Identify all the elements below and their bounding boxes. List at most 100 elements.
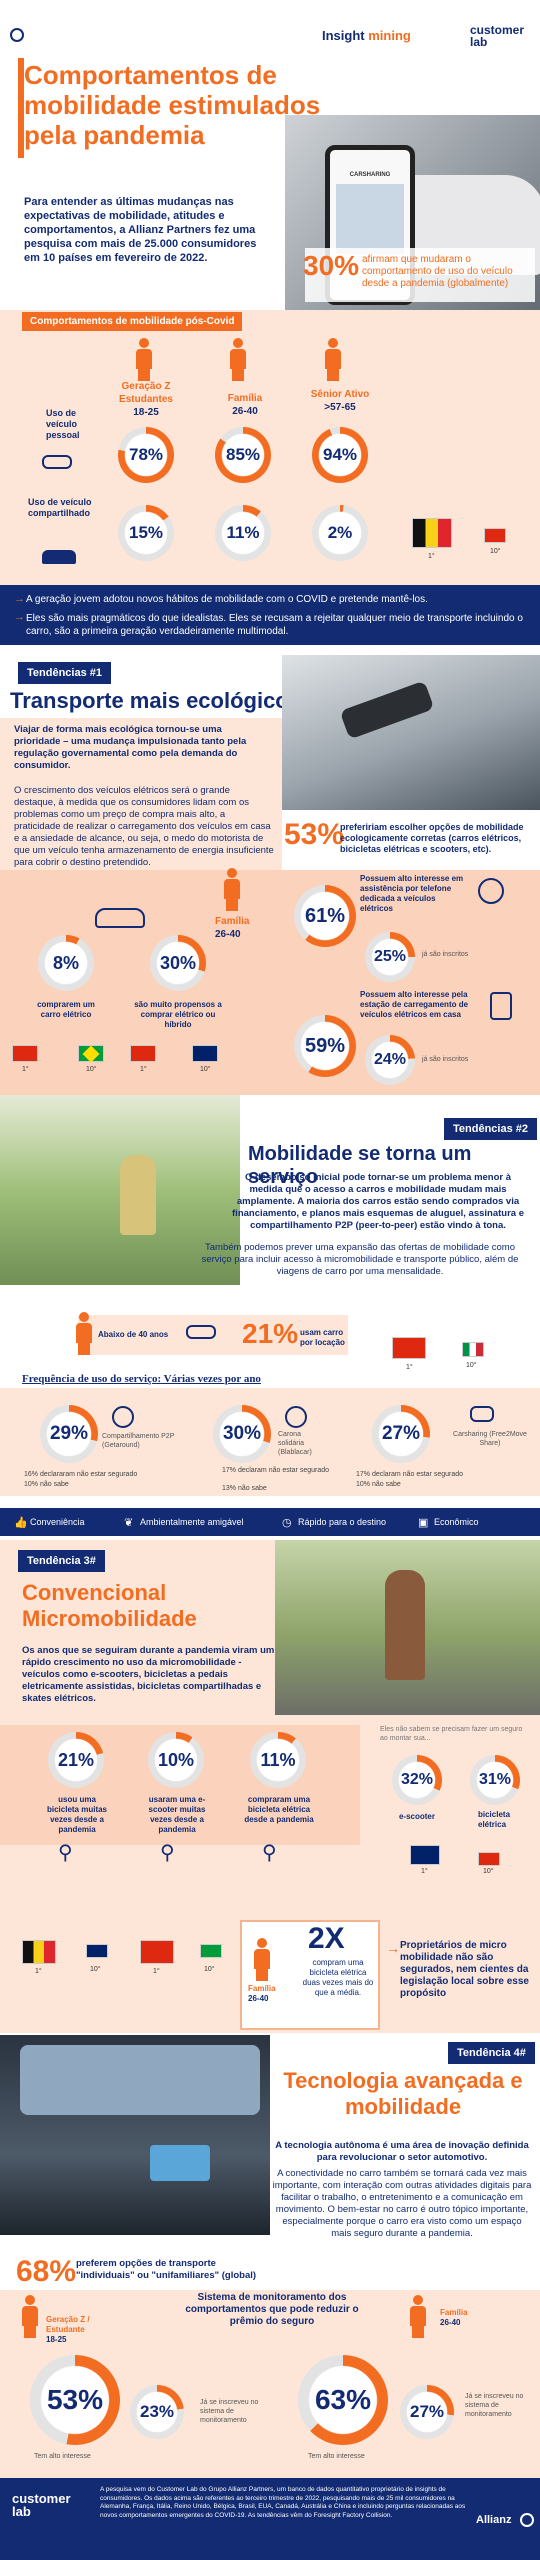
t2-c1-n1: 16% declararam não estar segurado	[24, 1471, 138, 1478]
legend-convenience: Conveniência	[30, 1517, 85, 1527]
t1-ring-8-value: 8%	[52, 952, 79, 973]
flag-china-1-icon	[12, 1045, 38, 1062]
summary-line-1: A geração jovem adotou novos hábitos de …	[26, 594, 428, 605]
footer-text: A pesquisa vem do Customer Lab do Grupo …	[100, 2486, 466, 2519]
p2p-icon	[112, 1406, 134, 1428]
flag-belgium-icon	[412, 518, 452, 548]
t1-stat53: 53%	[284, 818, 345, 851]
group-family-ages: 26-40	[232, 406, 258, 417]
t3-ring-32-text: e-scooter	[398, 1812, 435, 1821]
ring-senior-personal-value: 94%	[322, 445, 358, 464]
t2-ring-27-value: 27%	[381, 1423, 421, 1444]
t2-ring-30: 30%	[213, 1405, 271, 1463]
hero-pct: 30%	[303, 250, 360, 281]
t4-ring-23: 23%	[130, 2385, 184, 2439]
t1-ring-30-value: 30%	[159, 952, 197, 973]
group-genz: Geração Z Estudantes 18-25	[116, 380, 176, 419]
t3-ring-31-value: 31%	[478, 1771, 512, 1788]
escooter-icon: ⚲	[160, 1842, 175, 1864]
home-charger-icon	[490, 992, 512, 1020]
t1-tag: Tendências #1	[18, 662, 111, 684]
intro-text: Para entender as últimas mudanças nas ex…	[24, 196, 257, 264]
customer-lab-logo: customer lab	[470, 24, 524, 48]
group-genz-ages: 18-25	[133, 407, 159, 418]
t4-ring-63-text: Tem alto interesse	[308, 2453, 365, 2460]
logo-lab: lab	[470, 35, 488, 49]
header-brand: Insight mining	[322, 28, 411, 43]
shared-car-icon	[42, 550, 76, 564]
t4-g2-name: Família	[440, 2308, 468, 2317]
t3-arrow-icon: →	[386, 1940, 400, 1956]
t3-owners: Proprietários de micro mobilidade não sã…	[400, 1940, 529, 1999]
t1-ring-59-value: 59%	[304, 1034, 346, 1057]
t2-p2: Também podemos prever uma expansão das o…	[201, 1242, 519, 1277]
t1-ring-24-text: já são inscritos	[422, 1056, 469, 1063]
t1-ring-8-text: comprarem um carro elétrico	[37, 1000, 95, 1019]
t3-ring-31-text: bicicleta elétrica	[478, 1810, 511, 1829]
summary-band	[0, 585, 540, 645]
t3-ring-10-text: usaram uma e-scooter muitas vezes desde …	[148, 1795, 206, 1834]
t1-p1: Viajar de forma mais ecológica tornou-se…	[14, 724, 247, 771]
t2-person-icon	[76, 1312, 92, 1355]
t3-ring-11: 11%	[250, 1732, 306, 1788]
t2-c1-n2: 10% não sabe	[24, 1481, 69, 1488]
legend-wallet-icon: ▣	[418, 1517, 429, 1529]
t3-rank-1c: 1°	[153, 1968, 160, 1975]
ring-family-shared-value: 11%	[226, 523, 260, 542]
t1-ring-24: 24%	[365, 1035, 415, 1085]
legend-eco: Ambientalmente amigável	[140, 1517, 244, 1527]
group-genz-name: Geração Z Estudantes	[119, 381, 173, 405]
t3-p1: Os anos que se seguiram durante a pandem…	[22, 1645, 275, 1704]
group-senior-ages: >57-65	[324, 402, 356, 413]
t4-g1: Geração Z / Estudante 18-25	[46, 2315, 126, 2345]
ebike-icon: ⚲	[262, 1842, 277, 1864]
t3-family-name: Família	[248, 1984, 276, 1993]
ring-genz-personal-value: 78%	[128, 445, 164, 464]
flag-italy-icon	[462, 1342, 484, 1357]
ring-family-shared: 11%	[215, 505, 271, 561]
ring-genz-shared: 15%	[118, 505, 174, 561]
t4-ring-27: 27%	[400, 2385, 454, 2439]
brand-mining: mining	[368, 28, 411, 43]
hero-carsharing-photo: CARSHARING	[285, 115, 540, 345]
t1-ring-61: 61%	[294, 885, 356, 947]
ring-genz-personal: 78%	[118, 427, 174, 483]
t1-stat53-text: prefeririam escolher opções de mobilidad…	[340, 822, 524, 854]
phone-label: CARSHARING	[349, 172, 391, 178]
rank-1: 1°	[428, 553, 435, 560]
t1-family-name: Família	[215, 916, 250, 927]
t3-ring-31: 31%	[470, 1755, 520, 1805]
t2-c2-n1: 17% declaram não estar segurado	[222, 1467, 330, 1474]
footer-brand: Allianz	[476, 2514, 512, 2526]
t4-ring-27-text: Já se inscreveu no sistema de monitorame…	[465, 2393, 524, 2418]
group-senior: Sênior Ativo >57-65	[310, 388, 370, 414]
t3-ring-11-text: compraram uma bicicleta elétrica desde a…	[244, 1795, 314, 1824]
car-keys-icon	[42, 455, 72, 469]
scooter-rider-shape	[385, 1570, 425, 1680]
t4-p2: A conectividade no carro também se torna…	[272, 2168, 532, 2239]
t3-tag: Tendência 3#	[18, 1550, 105, 1572]
t3-family-ages: 26-40	[248, 1994, 269, 2003]
t4-ring-53-text: Tem alto interesse	[34, 2453, 91, 2460]
footer-logo: customer lab	[12, 2492, 71, 2518]
t1-right-panel	[282, 810, 540, 870]
person-icon	[136, 338, 152, 381]
group-family-name: Família	[227, 393, 263, 404]
ring-genz-shared-value: 15%	[128, 523, 164, 542]
flag-china-3-icon	[478, 1852, 500, 1866]
t3-rank-10a: 10°	[483, 1868, 494, 1875]
t3-rank-10b: 10°	[90, 1966, 101, 1973]
carpool-icon	[285, 1406, 307, 1428]
flag-belgium-2-icon	[22, 1940, 56, 1964]
t4-family-icon	[410, 2295, 426, 2338]
t1-rank-10a: 10°	[86, 1066, 97, 1073]
legend-leaf-icon: ❦	[124, 1517, 134, 1529]
t1-p2: O crescimento dos veículos elétricos ser…	[14, 785, 274, 868]
t4-r68: 68%	[16, 2255, 77, 2288]
ring-senior-shared-value: 2%	[327, 523, 353, 542]
t4-tag: Tendência 4#	[448, 2042, 535, 2064]
t2-c2-label: Carona solidária (Blablacar)	[278, 1431, 312, 1456]
ring-senior-shared: 2%	[312, 505, 368, 561]
t2-r21: 21%	[242, 1318, 299, 1349]
rider-shape	[120, 1155, 156, 1235]
